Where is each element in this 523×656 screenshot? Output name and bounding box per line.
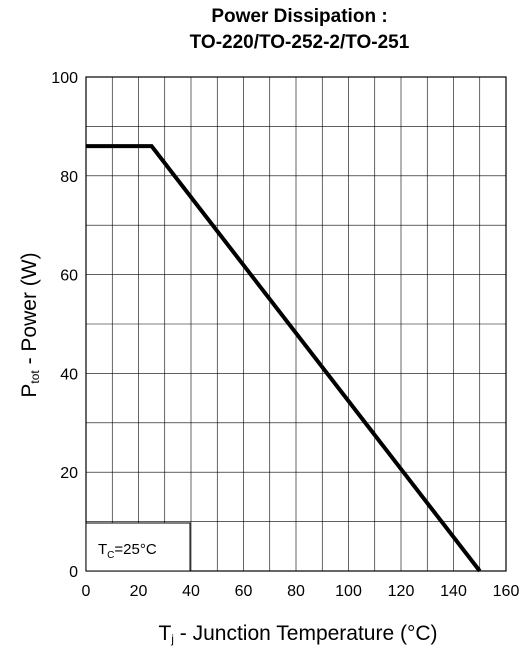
y-tick-label: 80 [60, 169, 78, 186]
x-tick-label: 160 [493, 583, 520, 600]
y-tick-label: 0 [69, 564, 78, 581]
y-tick-label: 100 [51, 70, 78, 87]
x-tick-label: 120 [388, 583, 415, 600]
annotation-sub: C [107, 550, 114, 561]
chart-title-line-2: TO-220/TO-252-2/TO-251 [189, 32, 410, 53]
tick-labels: 0 20 40 60 80 100 120 140 160 0 20 40 60 80 100 [51, 70, 519, 600]
y-tick-label: 20 [60, 465, 78, 482]
x-tick-label: 40 [182, 583, 200, 600]
annotation-box: TC=25°C [85, 522, 191, 572]
chart-title-line-1: Power Dissipation : [211, 6, 388, 27]
y-axis-label-rest: - Power (W) [18, 252, 41, 370]
x-tick-label: 0 [82, 583, 91, 600]
x-axis-label-sub: j [170, 632, 174, 646]
annotation-main: T [98, 541, 107, 558]
y-axis-label: Ptot - Power (W) [18, 252, 42, 397]
y-axis-label-main: P [18, 384, 41, 398]
annotation-rest: =25°C [114, 541, 156, 558]
x-tick-label: 80 [287, 583, 305, 600]
y-tick-label: 40 [60, 366, 78, 383]
plot-frame [85, 76, 507, 572]
y-axis-label-sub: tot [28, 370, 42, 384]
x-tick-label: 20 [130, 583, 148, 600]
x-tick-label: 140 [440, 583, 467, 600]
x-tick-label: 60 [235, 583, 253, 600]
x-axis-label: Tj - Junction Temperature (°C) [158, 622, 437, 646]
x-tick-label: 100 [335, 583, 362, 600]
annotation-tc-25c: TC=25°C [98, 541, 157, 561]
series-line-power-derating [86, 144, 482, 573]
y-tick-label: 60 [60, 268, 78, 285]
x-axis-label-rest: - Junction Temperature (°C) [174, 622, 438, 645]
grid-lines [85, 76, 507, 572]
x-axis-label-main: T [158, 622, 171, 645]
